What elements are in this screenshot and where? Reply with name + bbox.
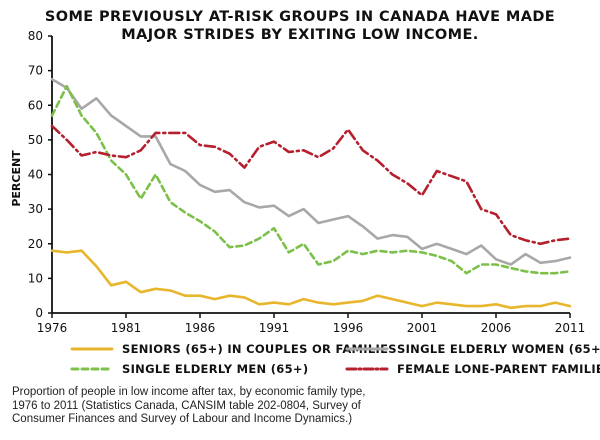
x-tick-label: 1991: [259, 321, 290, 335]
y-tick-label: 50: [28, 133, 43, 147]
chart-title-line-2: major strides by exiting low income.: [121, 27, 479, 43]
legend-label-female-lone-parent: FEMALE LONE-PARENT FAMILIES: [397, 362, 600, 376]
legend-item-female-lone-parent: FEMALE LONE-PARENT FAMILIES: [345, 362, 600, 376]
y-tick-label: 40: [28, 168, 43, 182]
x-tick-label: 2001: [407, 321, 438, 335]
y-tick-label: 60: [28, 98, 43, 112]
legend-swatch-seniors-couples: [70, 347, 114, 351]
series-line-single-elderly-women-65: [50, 78, 572, 266]
caption-line-1: Proportion of people in low income after…: [12, 386, 366, 398]
legend-swatch-female-lone-parent: [345, 367, 389, 371]
legend-swatch-single-elderly-men: [70, 367, 114, 371]
legend-swatch-single-elderly-women: [345, 347, 389, 351]
plot-area: 0 10 20 30 40 50 60 70 80 1976 1981 1986 1991 1996 200…: [10, 29, 585, 335]
legend-item-single-elderly-men: SINGLE ELDERLY MEN (65+): [70, 362, 308, 376]
x-tick-label: 1976: [37, 321, 68, 335]
figure-caption: Proportion of people in low income after…: [12, 386, 592, 427]
legend-label-single-elderly-men: SINGLE ELDERLY MEN (65+): [122, 362, 309, 376]
chart-title-line-1: Some previously at-risk groups in Canada…: [44, 9, 556, 25]
legend-label-single-elderly-women: SINGLE ELDERLY WOMEN (65+): [397, 342, 600, 356]
legend-item-single-elderly-women: SINGLE ELDERLY WOMEN (65+): [345, 342, 600, 356]
y-tick-label: 30: [28, 202, 43, 216]
y-tick-label: 20: [28, 237, 43, 251]
series-line-seniors-65-in-couples-or-families: [50, 249, 572, 310]
y-axis-title: PERCENT: [10, 150, 23, 207]
legend-item-seniors-couples: SENIORS (65+) IN COUPLES OR FAMILIES: [70, 342, 397, 356]
line-chart: 0 10 20 30 40 50 60 70 80 1976 1981 1986 1991 1996 200…: [10, 29, 585, 335]
x-tick-label: 1981: [111, 321, 142, 335]
series-line-female-lone-parent-families: [50, 124, 572, 246]
series-line-single-elderly-men-65: [50, 84, 572, 275]
x-tick-label: 2006: [481, 321, 512, 335]
y-tick-label: 80: [28, 29, 43, 43]
caption-line-2: 1976 to 2011 (Statistics Canada, CANSIM …: [12, 399, 361, 412]
y-tick-label: 70: [28, 64, 43, 78]
x-tick-label: 1986: [185, 321, 216, 335]
y-tick-label: 0: [35, 306, 43, 320]
legend-label-seniors-couples: SENIORS (65+) IN COUPLES OR FAMILIES: [122, 342, 397, 356]
legend: SENIORS (65+) IN COUPLES OR FAMILIES SIN…: [0, 338, 600, 382]
y-tick-label: 10: [28, 271, 43, 285]
caption-line-3: Consumer Finances and Survey of Labour a…: [12, 413, 353, 425]
x-tick-label: 2011: [555, 321, 586, 335]
x-tick-label: 1996: [333, 321, 364, 335]
chart-title: Some previously at-risk groups in Canada…: [0, 8, 600, 44]
